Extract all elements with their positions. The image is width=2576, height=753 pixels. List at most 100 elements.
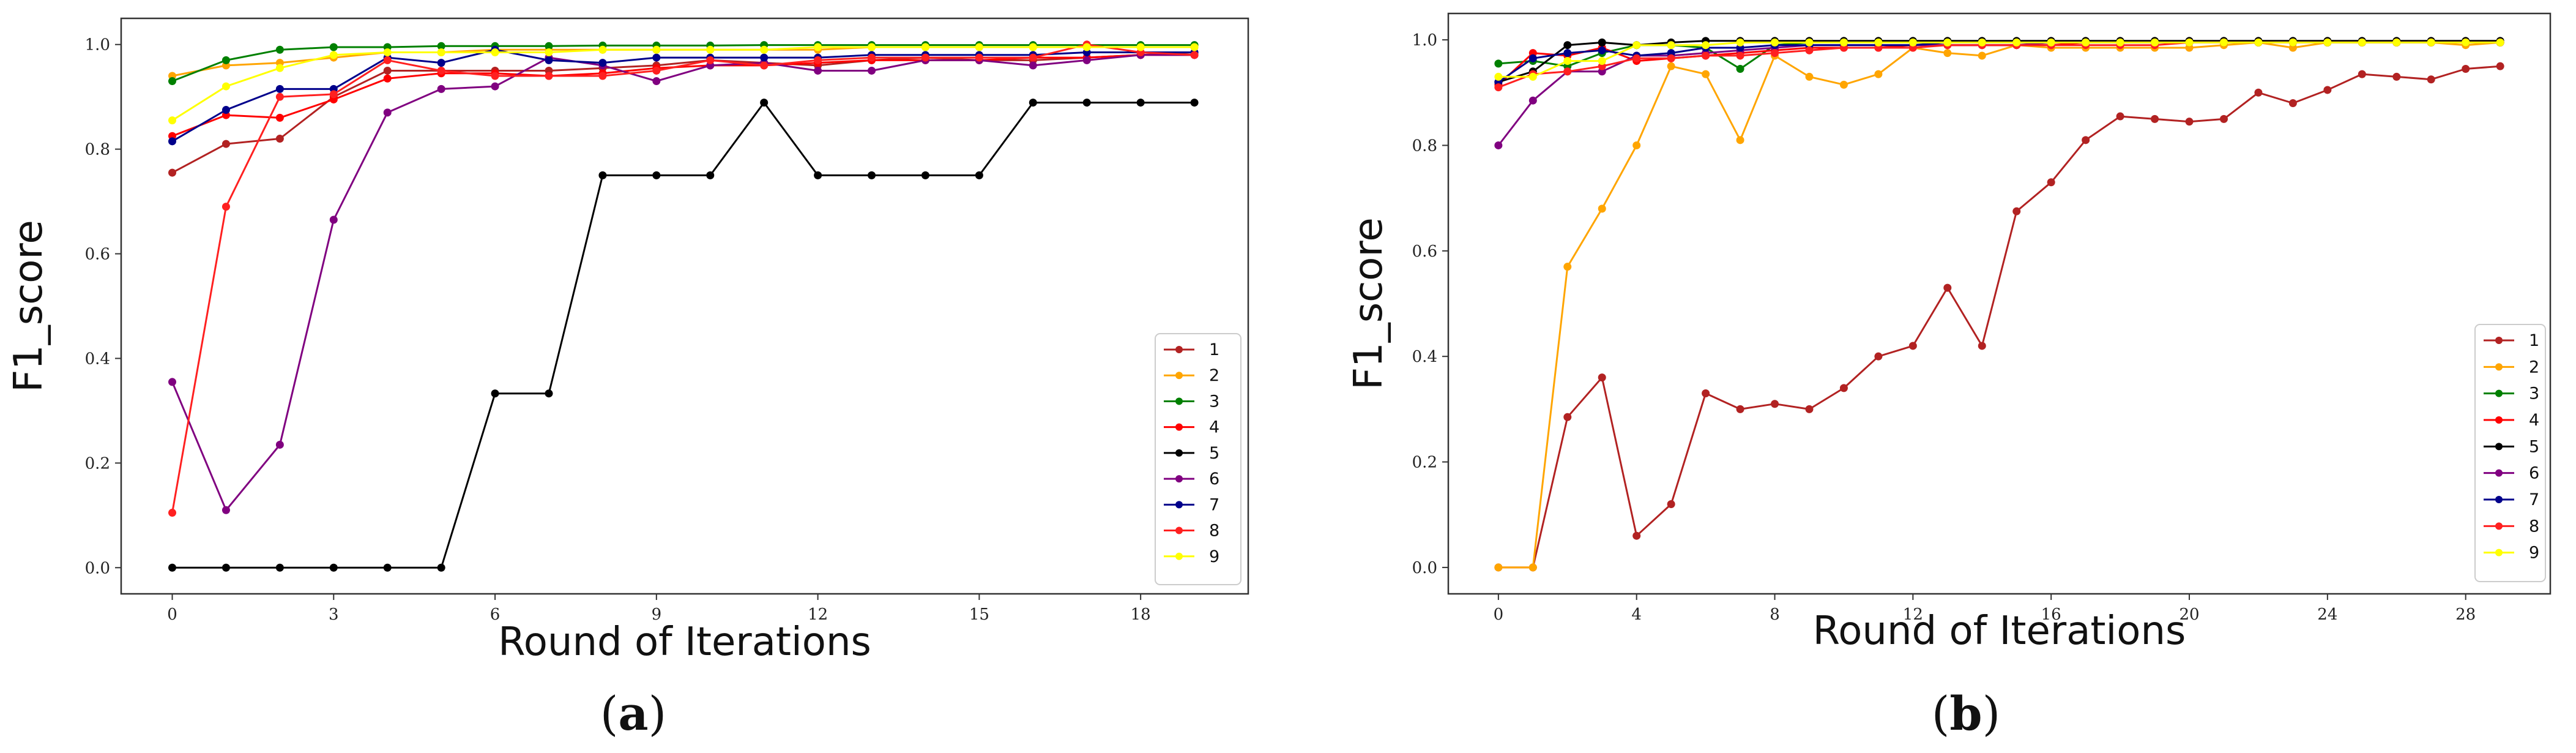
data-point (168, 563, 177, 572)
data-point (1190, 43, 1199, 51)
legend-swatch-marker (1175, 501, 1183, 509)
y-tick-label: 0.8 (1412, 137, 1437, 155)
legend-item: 5 (2484, 437, 2539, 456)
data-point (1598, 38, 1606, 47)
data-point (329, 51, 338, 59)
series-line (171, 44, 1195, 82)
series-line (172, 102, 1195, 569)
data-point (1563, 57, 1572, 66)
data-point (2323, 38, 2332, 47)
series-line (171, 54, 1195, 137)
legend-item: 8 (2484, 517, 2539, 536)
data-point (1771, 400, 1779, 408)
data-point (275, 92, 284, 101)
legend-label: 3 (2529, 384, 2539, 403)
data-point (491, 48, 499, 57)
data-point (868, 66, 876, 75)
data-point (2047, 178, 2055, 187)
legend-item: 6 (1164, 470, 1219, 489)
plot-frame (1447, 12, 2552, 595)
series-8 (1494, 38, 2504, 92)
data-point (437, 42, 445, 50)
x-tick-label: 24 (2317, 605, 2337, 624)
data-point (706, 56, 715, 64)
data-point (652, 45, 661, 54)
legend-item: 8 (1164, 522, 1219, 541)
data-point (975, 53, 983, 62)
data-point (2288, 38, 2297, 47)
data-point (1136, 99, 1145, 107)
series-line (171, 54, 1195, 511)
legend-label: 2 (2529, 358, 2539, 376)
legend-swatch-marker (2495, 337, 2503, 344)
legend-item: 5 (1164, 444, 1219, 463)
x-tick-label: 6 (490, 605, 501, 624)
data-point (2254, 38, 2263, 47)
data-point (491, 72, 499, 80)
legend-swatch-marker (1175, 346, 1183, 353)
data-point (545, 48, 553, 57)
y-tick-label: 1.0 (85, 36, 110, 54)
y-tick-label: 0.6 (1412, 242, 1437, 261)
data-point (1563, 263, 1572, 271)
x-tick-label: 16 (2041, 605, 2061, 624)
data-point (2151, 114, 2159, 123)
data-point (1702, 389, 1710, 398)
x-tick-label: 20 (2179, 605, 2199, 624)
legend-frame (2474, 324, 2546, 582)
data-point (1029, 53, 1037, 62)
data-point (1943, 283, 1952, 292)
legend-swatch-marker (1175, 372, 1183, 380)
series-9 (168, 43, 1199, 125)
data-point (168, 137, 177, 146)
data-point (168, 378, 177, 386)
data-point (1029, 43, 1037, 51)
data-point (221, 563, 230, 572)
data-point (168, 116, 177, 125)
data-point (2496, 38, 2504, 47)
data-point (921, 43, 929, 51)
x-tick-label: 8 (1770, 605, 1780, 624)
series-line (1498, 41, 2501, 83)
y-axis-label: F1_score (6, 220, 51, 392)
data-point (1667, 62, 1675, 70)
plot-frame (120, 17, 1249, 595)
data-point (921, 53, 929, 62)
data-point (221, 506, 230, 514)
data-point (2116, 38, 2124, 47)
series-2 (1494, 38, 2504, 572)
data-point (1190, 99, 1199, 107)
data-point (1736, 405, 1744, 413)
series-8 (168, 40, 1199, 517)
data-point (652, 53, 661, 62)
data-point (1029, 61, 1037, 70)
data-point (1736, 136, 1744, 144)
data-point (598, 59, 607, 67)
data-point (221, 56, 230, 64)
data-point (1978, 38, 1986, 47)
series-2 (168, 43, 1199, 80)
data-point (1874, 38, 1883, 47)
legend-label: 5 (1209, 444, 1219, 463)
data-point (437, 59, 445, 67)
data-point (329, 563, 338, 572)
data-point (706, 45, 715, 54)
data-point (975, 171, 983, 179)
data-point (1563, 413, 1572, 421)
series-line (171, 43, 1195, 513)
series-9 (1494, 38, 2504, 81)
legend-label: 4 (2529, 411, 2539, 430)
x-tick-label: 15 (969, 605, 989, 624)
data-point (1908, 38, 1917, 47)
series-line (171, 48, 1195, 143)
data-point (275, 113, 284, 122)
legend-swatch-marker (1175, 526, 1183, 534)
data-point (1771, 38, 1779, 47)
data-point (598, 171, 607, 179)
data-point (545, 72, 553, 80)
data-point (1494, 141, 1503, 149)
data-point (814, 66, 822, 75)
data-point (1978, 342, 1986, 350)
